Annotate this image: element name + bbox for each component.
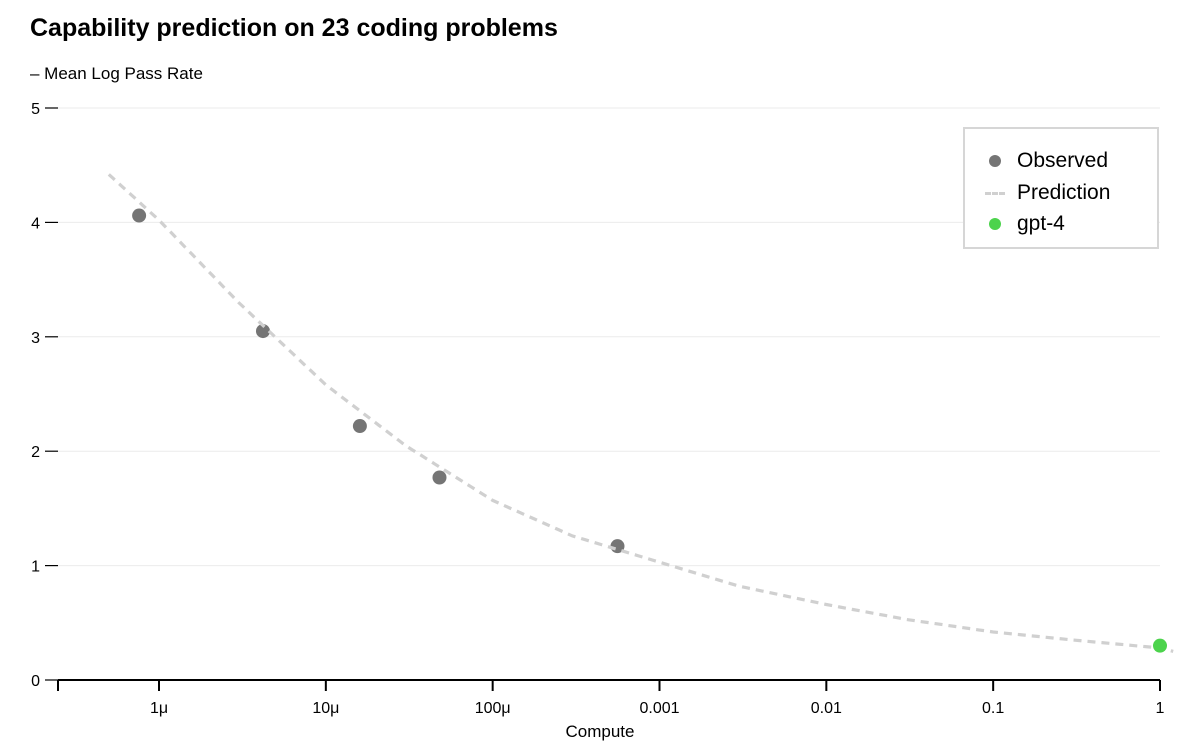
observed-point-3 [432, 470, 447, 485]
chart-title: Capability prediction on 23 coding probl… [30, 14, 558, 42]
x-tick-label-3: 0.001 [639, 700, 679, 717]
x-tick-label-5: 0.1 [982, 700, 1004, 717]
axes: 0 1 2 3 4 5 1μ 10μ 100μ 0.001 0.01 0.1 1 [31, 101, 1164, 717]
legend-item-gpt4: gpt-4 [985, 210, 1065, 238]
observed-point-1 [255, 324, 270, 339]
observed-point-2 [352, 419, 367, 434]
y-axis-label: – Mean Log Pass Rate [30, 64, 203, 83]
legend-label-prediction: Prediction [1017, 181, 1111, 204]
observed-marker-icon [989, 155, 1001, 167]
x-axis-label: Compute [565, 722, 635, 741]
x-tick-label-4: 0.01 [811, 700, 842, 717]
prediction-dash-icon [985, 191, 1005, 195]
y-tick-label-2: 2 [31, 444, 40, 461]
y-tick-label-4: 4 [31, 215, 40, 232]
observed-point-0 [132, 208, 147, 223]
legend-item-observed: Observed [985, 147, 1108, 175]
prediction-line [107, 173, 1174, 653]
y-tick-label-3: 3 [31, 330, 40, 347]
y-tick-label-1: 1 [31, 559, 40, 576]
legend-label-gpt4: gpt-4 [1017, 212, 1065, 235]
legend: Observed Prediction gpt-4 [963, 127, 1159, 249]
series-layer [107, 173, 1174, 653]
x-tick-label-0: 1μ [150, 700, 168, 717]
x-tick-label-1: 10μ [312, 700, 339, 717]
legend-label-observed: Observed [1017, 149, 1109, 172]
y-tick-label-5: 5 [31, 101, 40, 118]
x-tick-label-2: 100μ [475, 700, 511, 717]
y-tick-label-0: 0 [31, 673, 40, 690]
x-tick-label-6: 1 [1156, 700, 1165, 717]
gpt-4-point-0 [1153, 638, 1167, 653]
legend-item-prediction: Prediction [985, 179, 1110, 207]
gpt4-marker-icon [989, 218, 1001, 230]
